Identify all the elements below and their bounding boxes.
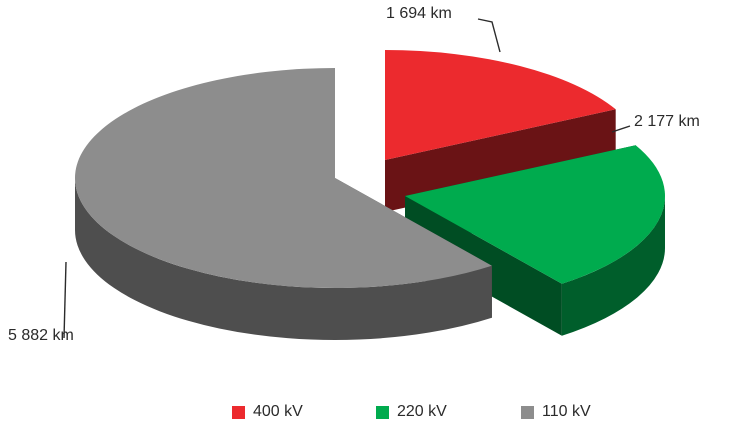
pie-slice-wall-400kv-1 xyxy=(385,109,616,212)
pie-slice-side-220kv xyxy=(561,196,665,336)
pie-slice-400kv xyxy=(385,50,616,160)
pie-slice-side-110kv xyxy=(75,178,492,340)
legend-label-110kv: 110 kV xyxy=(542,403,591,420)
leader-lines xyxy=(63,18,631,339)
legend-label-220kv: 220 kV xyxy=(397,403,447,420)
leader-line-110kv xyxy=(63,261,67,339)
data-label-110kv: 5 882 km xyxy=(8,327,74,344)
legend-swatch-110kv xyxy=(521,405,534,419)
legend-item-110kv: 110 kV xyxy=(521,403,591,421)
pie-top-layer xyxy=(74,50,666,288)
leader-line-400kv xyxy=(477,18,501,53)
legend-label-400kv: 400 kV xyxy=(253,403,303,420)
pie-slice-220kv xyxy=(405,145,666,284)
legend-item-400kv: 400 kV xyxy=(232,403,303,421)
legend-swatch-400kv xyxy=(232,405,245,419)
data-label-400kv: 1 694 km xyxy=(386,5,452,22)
pie-slice-110kv xyxy=(74,68,492,288)
legend: 400 kV 220 kV 110 kV xyxy=(0,403,732,427)
legend-item-220kv: 220 kV xyxy=(376,403,447,421)
legend-swatch-220kv xyxy=(376,405,389,419)
leader-line-220kv xyxy=(611,125,631,133)
data-label-220kv: 2 177 km xyxy=(634,113,700,130)
